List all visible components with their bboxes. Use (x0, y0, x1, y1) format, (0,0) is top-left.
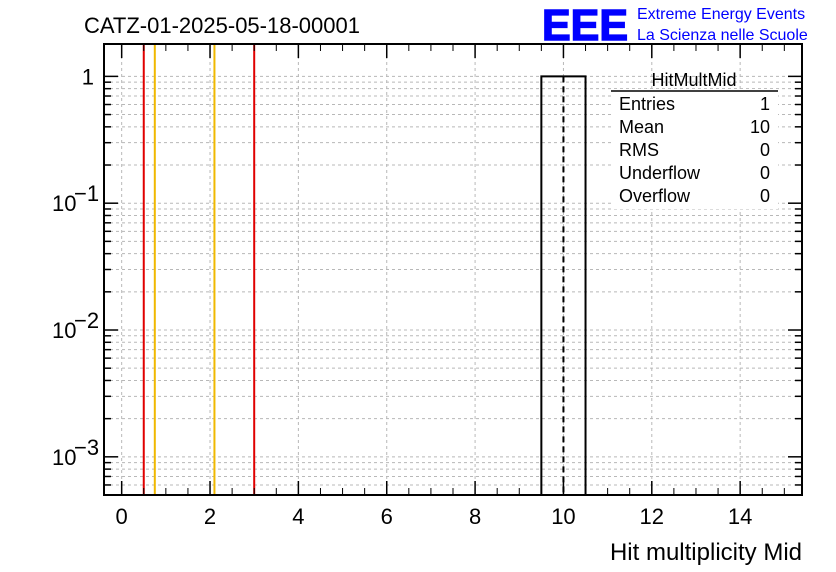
y-tick-exponent: −3 (74, 435, 99, 460)
stats-box-bg (611, 89, 778, 209)
x-tick-label: 12 (640, 504, 664, 529)
stats-label-mean: Mean (619, 117, 664, 137)
eee-logo: EEE Extreme Energy Events La Scienza nel… (541, 0, 808, 51)
stats-label-entries: Entries (619, 94, 675, 114)
y-tick-label: 10 (52, 318, 76, 343)
logo-line-1: Extreme Energy Events (637, 6, 805, 23)
stats-label-overflow: Overflow (619, 186, 691, 206)
stats-title: HitMultMid (651, 70, 736, 90)
stats-value-rms: 0 (760, 140, 770, 160)
axis-ticks (104, 44, 802, 496)
stats-box: HitMultMid Entries 1 Mean 10 RMS 0 Under… (611, 70, 778, 209)
x-tick-label: 14 (728, 504, 752, 529)
grid-lines (104, 44, 802, 496)
y-tick-exponent: −2 (74, 308, 99, 333)
y-tick-exponent: −1 (74, 181, 99, 206)
logo-line-2: La Scienza nelle Scuole (637, 27, 808, 44)
y-tick-label: 10 (52, 445, 76, 470)
stats-value-entries: 1 (760, 94, 770, 114)
x-axis-title: Hit multiplicity Mid (610, 539, 802, 566)
x-tick-label: 0 (116, 504, 128, 529)
stats-value-overflow: 0 (760, 186, 770, 206)
x-tick-label: 2 (204, 504, 216, 529)
vertical-markers (142, 44, 256, 495)
y-tick-label: 1 (82, 64, 94, 89)
x-tick-label: 4 (292, 504, 304, 529)
run-title: CATZ-01-2025-05-18-00001 (84, 13, 360, 38)
y-tick-label: 10 (52, 191, 76, 216)
stats-value-mean: 10 (750, 117, 770, 137)
eee-logo-mark: EEE (542, 1, 628, 50)
x-tick-label: 6 (381, 504, 393, 529)
stats-label-rms: RMS (619, 140, 659, 160)
x-tick-label: 8 (469, 504, 481, 529)
stats-value-underflow: 0 (760, 163, 770, 183)
stats-label-underflow: Underflow (619, 163, 701, 183)
x-tick-label: 10 (551, 504, 575, 529)
